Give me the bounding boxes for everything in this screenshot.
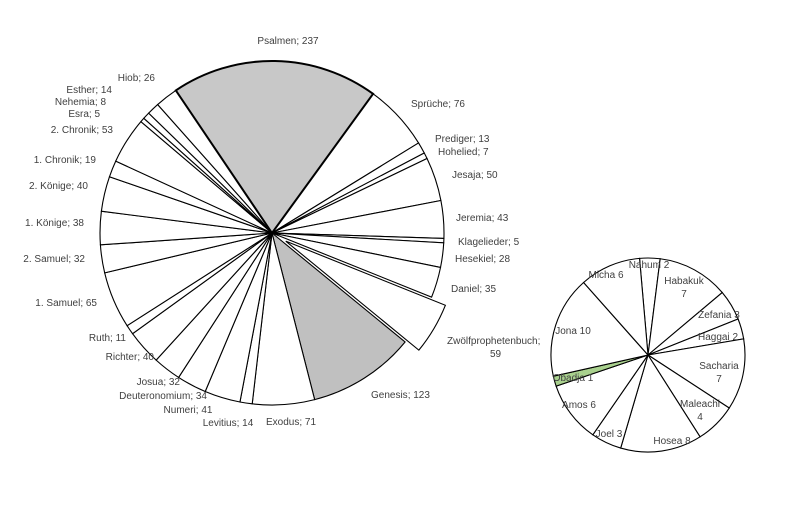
data-label-deuteronomium: Deuteronomium; 34 — [119, 391, 207, 402]
data-label-klagelieder: Klagelieder; 5 — [458, 237, 520, 248]
data-label-maleachi: Maleachi 4 — [680, 399, 720, 423]
data-label-hohelied: Hohelied; 7 — [438, 147, 489, 158]
data-label-sacharia: Sacharia 7 — [699, 361, 739, 385]
data-label-hiob: Hiob; 26 — [118, 73, 156, 84]
pie-slice-daniel — [271, 232, 442, 298]
data-label-amos: Amos 6 — [562, 400, 596, 411]
data-label-haggai: Haggai 2 — [698, 332, 738, 343]
data-label-zwölfprophetenbuch: Zwölfprophetenbuch; 59 — [447, 336, 540, 360]
pie-slice-hosea — [620, 353, 701, 453]
data-label-nahum: Nahum 2 — [629, 260, 670, 271]
pie-slice-micha — [582, 257, 649, 357]
data-label-exodus: Exodus; 71 — [266, 417, 316, 428]
data-label-esther: Esther; 14 — [66, 85, 112, 96]
data-label-hosea: Hosea 8 — [653, 436, 691, 447]
data-label-zefania: Zefania 3 — [698, 310, 740, 321]
data-label-sprüche: Sprüche; 76 — [411, 99, 465, 110]
pie-slice-habakuk — [647, 258, 723, 357]
data-label-1-chronik: 1. Chronik; 19 — [34, 155, 97, 166]
data-label-genesis: Genesis; 123 — [371, 390, 430, 401]
data-label-jeremia: Jeremia; 43 — [456, 213, 509, 224]
pie-slice-jona — [550, 281, 650, 377]
data-label-josua: Josua; 32 — [137, 377, 181, 388]
pie-slice-sacharia — [646, 338, 746, 409]
data-label-numeri: Numeri; 41 — [164, 405, 213, 416]
data-label-obadja: Obadja 1 — [553, 373, 594, 384]
pie-slice-psalmen — [174, 60, 375, 235]
data-label-richter: Richter; 40 — [106, 352, 155, 363]
data-label-nehemia: Nehemia; 8 — [55, 97, 107, 108]
secondary-pie — [550, 257, 746, 453]
data-label-micha: Micha 6 — [588, 270, 623, 281]
data-label-ruth: Ruth; 11 — [89, 333, 127, 344]
data-label-prediger: Prediger; 13 — [435, 134, 490, 145]
data-label-2-chronik: 2. Chronik; 53 — [51, 125, 114, 136]
data-label-joel: Joel 3 — [596, 429, 623, 440]
data-label-1-könige: 1. Könige; 38 — [25, 218, 84, 229]
data-label-psalmen: Psalmen; 237 — [257, 36, 319, 47]
data-label-2-samuel: 2. Samuel; 32 — [23, 254, 85, 265]
main-pie — [99, 60, 447, 406]
data-label-jesaja: Jesaja; 50 — [452, 170, 498, 181]
pie-slice-genesis — [271, 231, 406, 401]
data-label-2-könige: 2. Könige; 40 — [29, 181, 88, 192]
pie-slice-zwölfprophetenbuch — [285, 240, 447, 351]
data-label-levitius: Levitius; 14 — [203, 418, 254, 429]
data-label-habakuk: Habakuk 7 — [664, 276, 704, 300]
data-labels: Psalmen; 237 Sprüche; 76 Prediger; 13 Hohel… — [23, 36, 740, 447]
data-label-esra: Esra; 5 — [68, 109, 100, 120]
data-label-hesekiel: Hesekiel; 28 — [455, 254, 510, 265]
data-label-daniel: Daniel; 35 — [451, 284, 496, 295]
data-label-1-samuel: 1. Samuel; 65 — [35, 298, 97, 309]
data-label-jona: Jona 10 — [555, 326, 591, 337]
